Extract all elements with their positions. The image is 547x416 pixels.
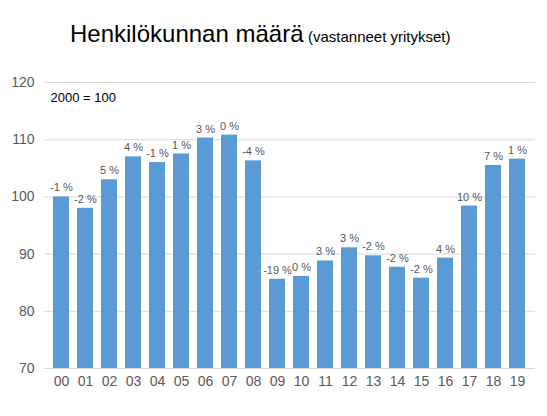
svg-text:06: 06 xyxy=(198,373,214,389)
svg-text:1 %: 1 % xyxy=(172,139,191,151)
svg-text:-1 %: -1 % xyxy=(50,181,73,193)
svg-text:17: 17 xyxy=(462,373,478,389)
svg-text:11: 11 xyxy=(318,373,333,389)
svg-text:04: 04 xyxy=(150,373,166,389)
svg-text:15: 15 xyxy=(414,373,430,389)
svg-text:00: 00 xyxy=(54,373,70,389)
svg-text:09: 09 xyxy=(270,373,286,389)
svg-text:120: 120 xyxy=(11,74,35,90)
svg-text:110: 110 xyxy=(12,131,35,147)
svg-text:-2 %: -2 % xyxy=(386,252,409,264)
svg-text:90: 90 xyxy=(19,246,35,262)
svg-text:19: 19 xyxy=(510,373,526,389)
svg-text:4 %: 4 % xyxy=(124,141,143,153)
svg-text:12: 12 xyxy=(342,373,358,389)
svg-text:-1 %: -1 % xyxy=(146,147,169,159)
svg-text:2000 = 100: 2000 = 100 xyxy=(51,90,116,105)
svg-text:7 %: 7 % xyxy=(484,150,503,162)
svg-text:05: 05 xyxy=(174,373,190,389)
svg-text:0 %: 0 % xyxy=(220,120,239,132)
svg-text:01: 01 xyxy=(78,373,94,389)
svg-text:-2 %: -2 % xyxy=(362,240,385,252)
svg-text:3 %: 3 % xyxy=(340,232,359,244)
svg-text:0 %: 0 % xyxy=(292,261,311,273)
svg-text:08: 08 xyxy=(246,373,262,389)
svg-text:-19 %: -19 % xyxy=(263,264,292,276)
svg-text:03: 03 xyxy=(126,373,142,389)
svg-text:02: 02 xyxy=(102,373,118,389)
svg-text:13: 13 xyxy=(366,373,382,389)
svg-text:10: 10 xyxy=(294,373,310,389)
svg-text:4 %: 4 % xyxy=(436,243,455,255)
svg-text:-2 %: -2 % xyxy=(410,263,433,275)
svg-text:18: 18 xyxy=(486,373,502,389)
svg-text:-4 %: -4 % xyxy=(242,145,265,157)
svg-text:80: 80 xyxy=(19,303,35,319)
svg-text:14: 14 xyxy=(390,373,406,389)
svg-text:3 %: 3 % xyxy=(316,245,335,257)
svg-text:70: 70 xyxy=(19,360,35,376)
svg-text:1 %: 1 % xyxy=(508,144,527,156)
svg-text:100: 100 xyxy=(11,188,35,204)
html-text:Henkilökunnan määrä(vastanneet: Henkilökunnan määrä(vastanneet yritykset… xyxy=(70,20,451,47)
svg-text:5 %: 5 % xyxy=(100,164,119,176)
svg-text:16: 16 xyxy=(438,373,454,389)
svg-text:10 %: 10 % xyxy=(457,191,482,203)
svg-text:3 %: 3 % xyxy=(196,123,215,135)
svg-text:-2 %: -2 % xyxy=(74,193,97,205)
svg-text:07: 07 xyxy=(222,373,238,389)
